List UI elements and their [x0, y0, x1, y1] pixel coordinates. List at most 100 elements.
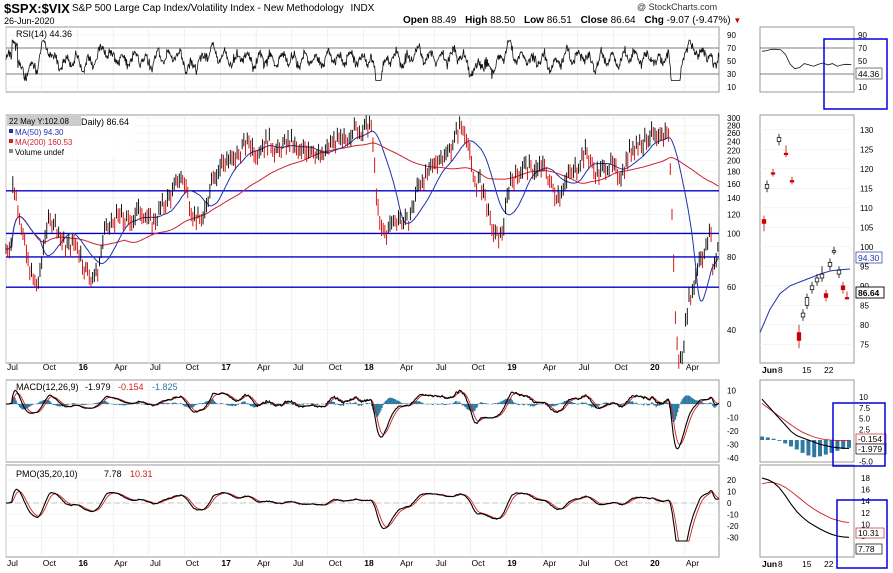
macd-legend-hist: -1.825 [152, 382, 178, 392]
x-tick-label-bottom: Apr [257, 558, 270, 568]
ma50-legend: MA(50) 94.30 [15, 128, 64, 137]
macd-highlight-box [832, 402, 886, 467]
zoom-price-tick-label: 110 [860, 204, 873, 213]
rsi-value-tag: 44.36 [855, 67, 883, 80]
zoom-x-tick-label: 15 [802, 365, 812, 375]
zoom-macd-histogram-bar [777, 440, 782, 441]
zoom-candle-body [844, 297, 850, 300]
low-label: Low [523, 15, 544, 26]
horizontal-lines [6, 190, 719, 288]
x-tick-label-bottom: Oct [43, 558, 57, 568]
x-tick-label: 16 [78, 362, 88, 372]
price-tick-label: 160 [727, 180, 741, 189]
rsi-zoom-tick-label: 10 [858, 83, 867, 92]
chart-symbol: $SPX:$VIX [4, 1, 70, 16]
macd-macd-tag-text: -1.979 [858, 444, 882, 454]
macd-tick-label: -40 [727, 454, 739, 463]
x-tick-label: Jul [579, 362, 590, 372]
macd-macd-tag: -1.979 [855, 443, 887, 455]
pmo-signal-tag-text: 10.31 [858, 528, 880, 538]
zoom-price-tick-label: 80 [860, 321, 869, 330]
x-tick-label-bottom: Apr [114, 558, 127, 568]
pmo-legend: PMO(35,20,10) 7.78 10.31 [16, 469, 153, 479]
zoom-price-tick-label: 75 [860, 340, 869, 349]
x-tick-label-bottom: Oct [614, 558, 628, 568]
x-tick-label: Oct [186, 362, 200, 372]
zoom-macd-histogram-bar [771, 438, 776, 440]
zoom-candle-body [840, 285, 846, 291]
rsi-legend: RSI(14) 44.36 [16, 29, 72, 39]
rsi-line [5, 39, 720, 82]
zoom-pmo-line [761, 477, 850, 538]
pmo-pmo-tag: 7.78 [855, 543, 883, 555]
zoom-x-tick-label-bottom: 8 [778, 559, 783, 569]
zoom-price-tick-label: 115 [860, 184, 873, 193]
zoom-candle-body [814, 277, 820, 283]
panel-frames [5, 26, 855, 558]
zoom-macd-histogram-bar [835, 440, 840, 451]
zoom-x-tick-label-bottom: 22 [824, 559, 834, 569]
zoom-macd-histogram-bar [812, 440, 817, 458]
macd-signal-tag: -0.154 [855, 433, 887, 445]
zoom-pmo-tick-label: 18 [861, 474, 870, 483]
zoom-pmo-tick-label: 10 [861, 520, 870, 529]
pmo-pmo-tag-text: 7.78 [858, 544, 875, 554]
price-tick-label: 260 [727, 129, 741, 138]
macd-legend: MACD(12,26,9) -1.979 -0.154 -1.825 [16, 382, 178, 392]
price-tick-label: 300 [727, 114, 741, 123]
rsi-tag-text: 44.36 [858, 69, 880, 79]
price-tick-label: 120 [727, 210, 741, 219]
x-tick-label-bottom: Jul [7, 558, 18, 568]
zoom-price-tick-label: 105 [860, 223, 874, 232]
rsi-zoom-tick-label: 90 [858, 31, 867, 40]
pmo-tick-label: 10 [727, 488, 736, 497]
open-label: Open [403, 15, 429, 26]
zoom-macd-line [761, 398, 850, 450]
rsi-zoom-tick-label: 50 [858, 57, 867, 66]
axis-labels: Jul Jul Oct Oct 16 16 Apr Apr Jul Jul Oct Oct 17 17 Ap… [7, 31, 874, 569]
macd-histogram [6, 395, 720, 422]
zoom-macd-histogram-bar [800, 440, 805, 453]
price-tick-label: 200 [727, 157, 741, 166]
zoom-macd-panel [759, 379, 855, 463]
pmo-legend-signal: 10.31 [130, 469, 153, 479]
price-tick-label: 80 [727, 253, 736, 262]
macd-tick-label: -10 [727, 414, 739, 423]
ma200-line [5, 142, 719, 250]
zoom-macd-tick-label: 5.0 [859, 415, 871, 424]
x-tick-label: Oct [614, 362, 628, 372]
x-tick-label: Oct [471, 362, 485, 372]
zoom-pmo-tick-label: 12 [861, 509, 870, 518]
exchange-text: INDX [350, 3, 375, 14]
chg-value: -9.07 (-9.47%) [666, 15, 731, 26]
zoom-macd-histogram-bar [818, 440, 822, 457]
x-tick-label: 19 [507, 362, 517, 372]
zoom-macd-histogram-bar [823, 440, 828, 455]
pmo-tick-label: -30 [727, 534, 739, 543]
zoom-price-tick-label: 130 [860, 126, 874, 135]
zoom-price-tick-label: 90 [860, 282, 869, 291]
x-tick-label-bottom: 20 [650, 558, 660, 568]
zoom-x-tick-label-bottom: 15 [802, 559, 812, 569]
highlight-boxes [823, 38, 888, 569]
macd-legend-macd: -1.979 [85, 382, 111, 392]
zoom-candle-body [764, 184, 770, 189]
zoom-pmo-panel [759, 464, 855, 558]
x-tick-label-bottom: Jul [436, 558, 447, 568]
x-tick-label: Apr [257, 362, 270, 372]
zoom-candle-body [770, 172, 776, 175]
ma50-tag-text: 94.30 [858, 253, 880, 263]
zoom-macd-histogram-bar [841, 440, 846, 450]
x-tick-label: Jul [293, 362, 304, 372]
macd-tick-label: 10 [727, 387, 736, 396]
close-label: Close [580, 15, 608, 26]
x-tick-label: Oct [43, 362, 57, 372]
x-tick-label: Apr [400, 362, 413, 372]
zoom-candle-body [776, 137, 782, 142]
x-tick-label: Jul [150, 362, 161, 372]
rsi-zoom-tick-label: 70 [858, 44, 867, 53]
zoom-macd-tick-label: 2.5 [859, 425, 871, 434]
zoom-candle-body [819, 273, 825, 279]
zoom-candles [761, 133, 850, 349]
close-tag-text: 86.64 [858, 288, 880, 298]
